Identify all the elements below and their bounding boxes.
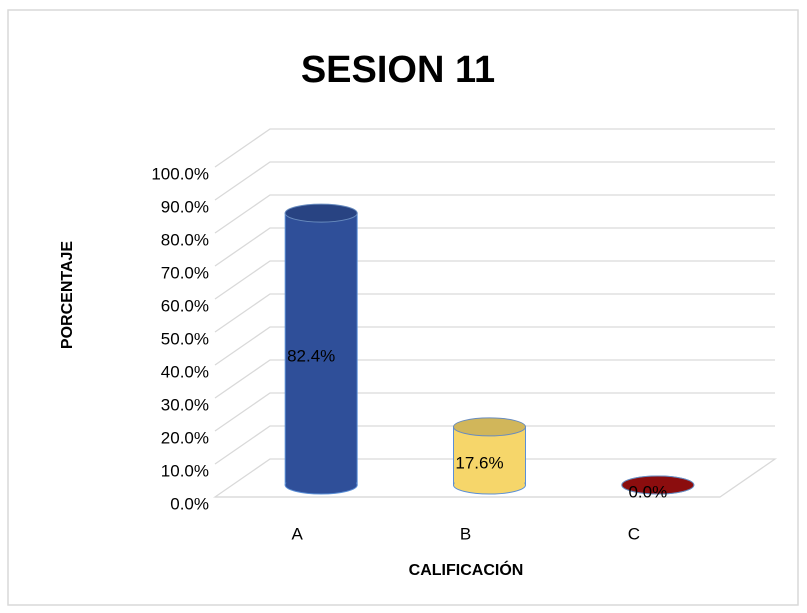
data-label: 17.6%: [455, 453, 503, 472]
y-axis-label: PORCENTAJE: [59, 241, 76, 349]
data-label: 0.0%: [628, 482, 667, 501]
x-tick-label: B: [460, 524, 471, 543]
bar-top: [284, 203, 358, 223]
x-tick-label: A: [291, 524, 303, 543]
y-tick-label: 20.0%: [161, 428, 209, 447]
y-tick-label: 70.0%: [161, 263, 209, 282]
y-tick-label: 40.0%: [161, 362, 209, 381]
x-tick-label: C: [628, 524, 640, 543]
chart-border: [7, 9, 799, 606]
x-axis-label: CALIFICACIÓN: [409, 560, 524, 579]
grid-line: [214, 128, 775, 168]
y-tick-label: 80.0%: [161, 230, 209, 249]
y-tick-label: 0.0%: [170, 494, 209, 513]
grid-line: [214, 194, 775, 234]
bar-top: [453, 417, 526, 437]
grid-line: [214, 425, 775, 465]
y-tick-label: 100.0%: [151, 164, 209, 183]
y-tick-label: 30.0%: [161, 395, 209, 414]
y-tick-label: 60.0%: [161, 296, 209, 315]
bar-fill: [286, 213, 357, 485]
bar-top: [621, 475, 695, 495]
grid-line: [214, 392, 775, 432]
y-tick-label: 50.0%: [161, 329, 209, 348]
chart-title: SESION 11: [301, 49, 495, 91]
grid-line: [214, 326, 775, 366]
y-tick-label: 90.0%: [161, 197, 209, 216]
grid-line: [214, 161, 775, 201]
grid-line: [214, 293, 775, 333]
grid-line: [214, 359, 775, 399]
y-tick-label: 10.0%: [161, 461, 209, 480]
grid-line: [214, 227, 775, 267]
grid-line: [214, 260, 775, 300]
bar-fill: [454, 426, 525, 485]
data-label: 82.4%: [287, 347, 335, 366]
